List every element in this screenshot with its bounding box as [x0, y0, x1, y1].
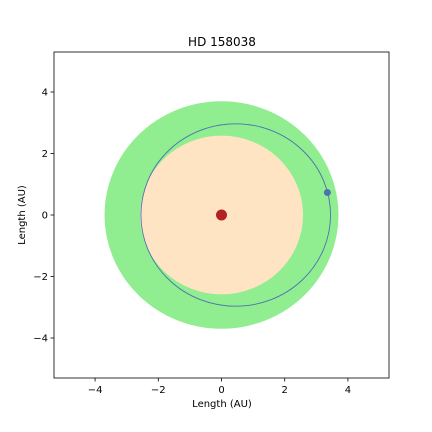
plot-area: [104, 101, 339, 329]
x-tick-label: 0: [218, 385, 224, 396]
y-tick-label: −2: [33, 272, 48, 283]
x-tick-label: 4: [345, 385, 351, 396]
y-tick-label: 4: [42, 87, 48, 98]
planet-orbit-line: [140, 123, 331, 307]
planet-point: [323, 189, 331, 197]
x-tick-label: −4: [88, 385, 103, 396]
chart-title: HD 158038: [188, 35, 256, 49]
x-axis-ticks: −4 −2 0 2 4: [88, 378, 351, 396]
x-tick-label: −2: [151, 385, 166, 396]
y-axis-label: Length (AU): [17, 185, 28, 245]
x-axis-label: Length (AU): [192, 399, 252, 410]
x-tick-label: 2: [282, 385, 288, 396]
star-point: [216, 209, 227, 221]
y-tick-label: −4: [33, 334, 48, 345]
y-tick-label: 0: [42, 211, 48, 222]
y-tick-label: 2: [42, 149, 48, 160]
y-axis-ticks: −4 −2 0 2 4: [33, 87, 54, 345]
